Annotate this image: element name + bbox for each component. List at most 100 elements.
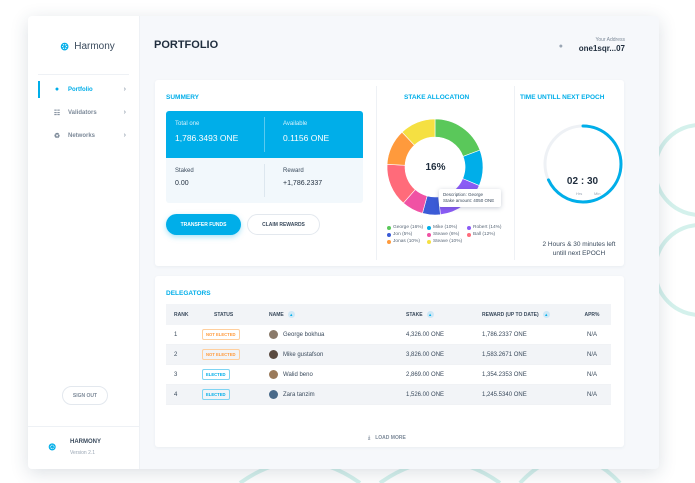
available-value: 0.1156 ONE [283, 133, 330, 143]
sidebar-nav: ● Portfolio › ☷ Validators › ♻ Networks … [28, 78, 140, 147]
sort-asc-icon[interactable]: ▲ [287, 311, 295, 318]
legend-item: Jon (5%) [387, 232, 427, 237]
sort-asc-icon[interactable]: ▲ [426, 311, 434, 318]
cell-name: Zara tanzim [266, 390, 400, 399]
stake-allocation-title: STAKE ALLOCATION [404, 94, 470, 101]
reward-value: +1,786.2337 [283, 180, 323, 187]
chevron-right-icon: › [123, 86, 126, 93]
status-badge: ELECTED [202, 369, 230, 380]
address-value[interactable]: one1sqr...07 [578, 44, 625, 53]
load-more-button[interactable]: ⤓ LOAD MORE [368, 435, 406, 441]
stake-allocation-donut[interactable] [385, 117, 485, 217]
legend-swatch [467, 232, 471, 237]
column-header-label: REWARD (UP TO DATE) [482, 311, 539, 318]
transfer-funds-button[interactable]: TRANSFER FUNDS [166, 214, 241, 235]
table-header: RANK STATUS NAME ▲ STAKE ▲ REWARD (UP TO… [166, 304, 611, 325]
legend-swatch [427, 239, 431, 244]
available-label: Available [283, 121, 308, 127]
donut-hole [405, 137, 465, 197]
sidebar-item-label: Portfolio [68, 86, 93, 93]
cell-reward: 1,583.2671 ONE [482, 351, 527, 358]
cell-status: ELECTED [196, 369, 266, 380]
page-title: PORTFOLIO [154, 39, 219, 51]
delegator-name: Mike gustafson [283, 351, 324, 358]
sidebar-item-networks[interactable]: ♻ Networks › [28, 124, 140, 147]
legend-label: George (16%) [393, 225, 424, 230]
cell-rank: 1 [174, 331, 178, 338]
status-badge: NOT ELECTED [202, 329, 240, 340]
footer-app-name: HARMONY [70, 439, 101, 445]
cell-stake: 2,869.00 ONE [406, 371, 445, 378]
epoch-note: 2 Hours & 30 minutes left untill next EP… [527, 240, 631, 258]
download-icon: ⤓ [368, 435, 371, 441]
logo[interactable]: ⊛ Harmony [60, 40, 115, 53]
column-header-rank[interactable]: RANK [174, 311, 189, 318]
load-more-label: LOAD MORE [375, 435, 406, 441]
user-icon: ● [54, 86, 60, 93]
cell-rank: 3 [174, 371, 178, 378]
legend-swatch [387, 232, 391, 237]
cell-apr: N/A [586, 371, 597, 378]
delegator-name: Zara tanzim [283, 391, 315, 398]
donut-legend: George (16%) Mike (10%) Robert (14%) Jon (5… [387, 225, 507, 244]
sign-out-button[interactable]: SIGN OUT [62, 386, 108, 405]
cell-rank: 4 [174, 391, 178, 398]
table-row[interactable]: 2 NOT ELECTED Mike gustafson 3,826.00 ON… [166, 345, 611, 365]
donut-center-percent: 16% [425, 162, 446, 173]
timer-minutes: 30 [586, 176, 599, 187]
column-header-stake[interactable]: STAKE ▲ [400, 311, 482, 318]
epoch-title: TIME UNTILL NEXT EPOCH [520, 94, 605, 101]
timer-hours: 02 [566, 176, 579, 187]
sidebar: ⊛ Harmony ● Portfolio › ☷ Validators › ♻… [28, 16, 140, 469]
summary-title: SUMMERY [166, 94, 199, 101]
cell-stake: 3,826.00 ONE [406, 351, 445, 358]
delegators-card: DELEGATORS RANK STATUS NAME ▲ STAKE ▲ RE… [155, 276, 624, 447]
delegator-name: Walid beno [283, 371, 313, 378]
column-header-reward[interactable]: REWARD (UP TO DATE) ▲ [482, 311, 573, 318]
column-header-name[interactable]: NAME ▲ [266, 311, 400, 318]
divider [514, 86, 515, 260]
legend-item: George (16%) [387, 225, 427, 230]
cell-stake: 4,326.00 ONE [406, 331, 445, 338]
legend-label: Ball (12%) [473, 232, 496, 237]
sidebar-item-label: Networks [68, 132, 96, 139]
legend-label: Jonas (10%) [393, 239, 420, 244]
claim-rewards-button[interactable]: CLAIM REWARDS [247, 214, 320, 235]
harmony-logo-icon: ⊛ [48, 442, 57, 453]
summary-stake-panel: Staked 0.00 Reward +1,786.2337 [166, 158, 363, 203]
avatar [269, 350, 278, 359]
legend-swatch [427, 225, 431, 230]
epoch-note-line2: untill next EPOCH [552, 250, 606, 257]
divider [376, 86, 377, 260]
cell-apr: N/A [586, 351, 597, 358]
table-row[interactable]: 4 ELECTED Zara tanzim 1,526.00 ONE 1,245… [166, 385, 611, 405]
legend-label: Steave (6%) [433, 232, 460, 237]
epoch-note-line1: 2 Hours & 30 minutes left [542, 241, 616, 248]
table-row[interactable]: 3 ELECTED Walid beno 2,869.00 ONE 1,354.… [166, 365, 611, 385]
column-header-apr[interactable]: APR% [584, 311, 600, 318]
divider [38, 74, 129, 75]
divider [264, 117, 265, 152]
summary-balance-panel: Total one 1,786.3493 ONE Available 0.115… [166, 111, 363, 158]
app-window: ⊛ Harmony ● Portfolio › ☷ Validators › ♻… [28, 16, 659, 469]
sidebar-item-validators[interactable]: ☷ Validators › [28, 101, 140, 124]
sort-asc-icon[interactable]: ▲ [542, 311, 550, 318]
total-label: Total one [175, 121, 200, 127]
table-row[interactable]: 1 NOT ELECTED George bokhua 4,326.00 ONE… [166, 325, 611, 345]
column-header-status[interactable]: STATUS [214, 311, 234, 318]
column-header-label: NAME [269, 311, 284, 318]
minutes-label: Min [594, 191, 601, 196]
tooltip-description: Description: George [443, 192, 484, 197]
cell-reward: 1,786.2337 ONE [482, 331, 527, 338]
sidebar-item-portfolio[interactable]: ● Portfolio › [28, 78, 140, 101]
cell-apr: N/A [586, 331, 597, 338]
avatar [269, 370, 278, 379]
cell-reward: 1,354.2353 ONE [482, 371, 527, 378]
avatar [269, 390, 278, 399]
footer-version: Version 2.1 [70, 450, 96, 456]
legend-item: Ball (12%) [467, 232, 507, 237]
sidebar-item-label: Validators [68, 109, 97, 116]
donut-slice[interactable] [401, 118, 436, 146]
legend-item: Jonas (10%) [387, 239, 427, 244]
legend-swatch [427, 232, 431, 237]
